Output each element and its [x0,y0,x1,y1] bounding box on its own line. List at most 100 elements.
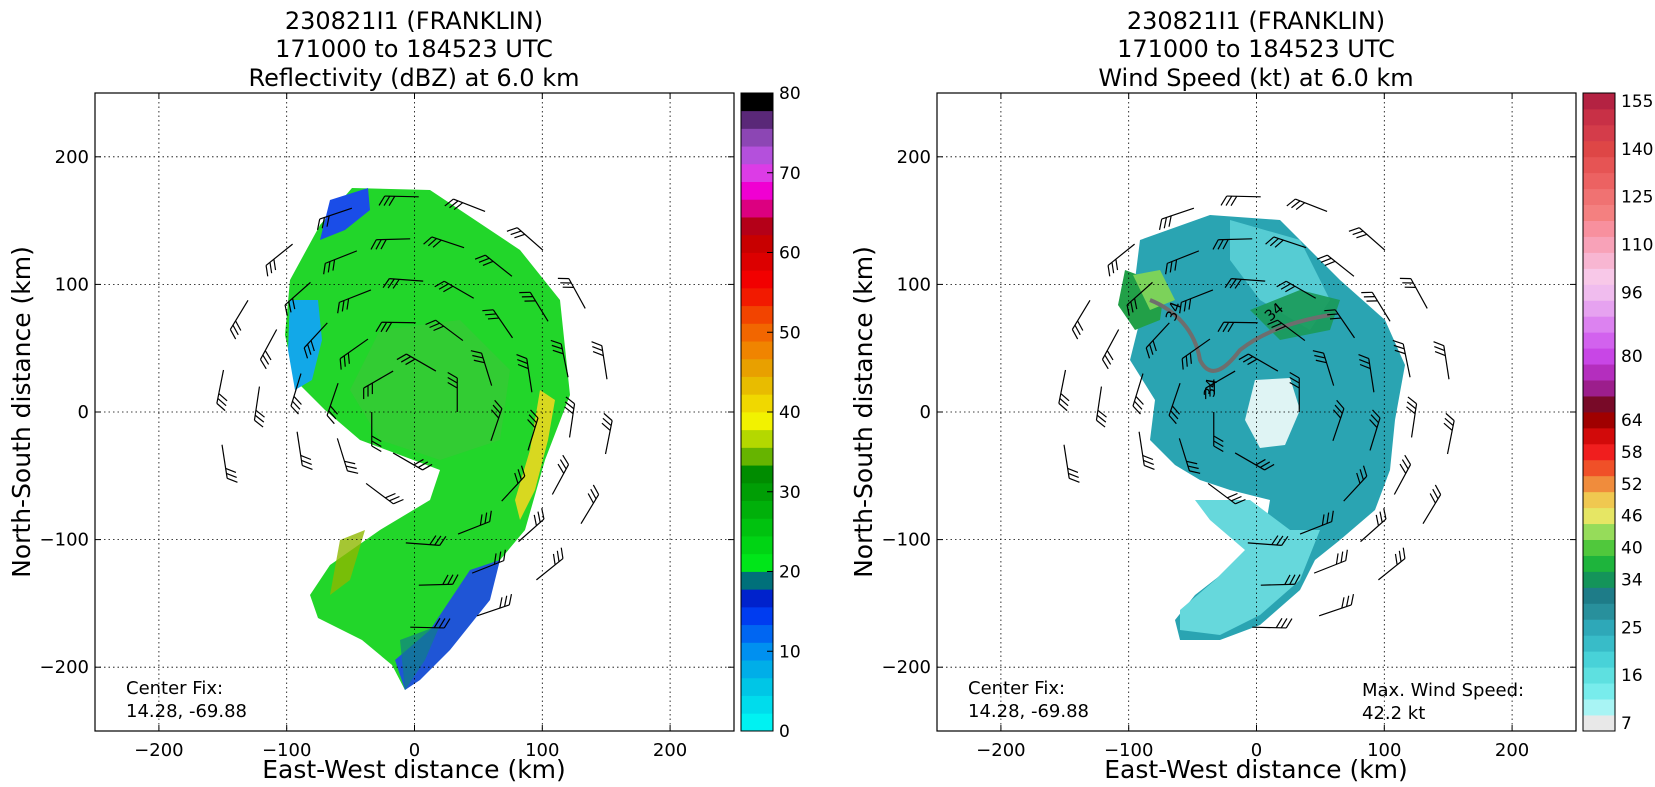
reflectivity-barb-flag [560,547,564,559]
wind-x-tick-label: −200 [976,740,1025,761]
wind-speed-panel: 230821I1 (FRANKLIN) 171000 to 184523 UTC… [849,7,1653,784]
wind-barb-flag [1285,618,1293,629]
reflectivity-barb-flag [290,405,299,415]
wind-barb-flag [1398,550,1402,562]
wind-barb-staff [1218,238,1253,241]
reflectivity-x-tick-label: −200 [134,740,183,761]
reflectivity-barb-flag [293,396,302,405]
reflectivity-barb-staff [529,292,549,322]
wind-barb-flag [1171,405,1181,415]
reflectivity-barb-staff [601,345,608,380]
wind-barb-flag [1345,549,1348,561]
reflectivity-barb-flag [557,463,565,474]
wind-lime-patch [1133,270,1175,310]
wind-barb-flag [1362,465,1368,477]
wind-barb-flag [1163,217,1168,229]
reflectivity-barb-flag [479,514,483,526]
wind-colorbar-bin [1583,715,1615,732]
reflectivity-barb-flag [422,463,433,471]
wind-colorbar-bin [1583,507,1615,525]
reflectivity-barb-flag [337,302,340,314]
wind-barb-flag [1213,435,1224,443]
wind-barb-flag [1341,597,1345,609]
wind-colorbar-bin [1583,332,1615,349]
reflectivity-colorbar-bin [741,695,773,714]
wind-barb-staff [1181,289,1214,303]
wind-barb-flag [1284,574,1291,585]
reflectivity-barb-flag [375,321,383,333]
wind-y-tick-label: 200 [897,147,931,168]
wind-barb-staff [1285,280,1317,299]
reflectivity-barb-staff [580,494,600,524]
reflectivity-barb-flag [565,396,575,405]
reflectivity-barb-staff [365,482,394,505]
wind-colorbar-bin [1583,364,1615,381]
wind-colorbar-bin [1583,93,1615,110]
wind-barb-staff [1299,521,1332,535]
wind-barb-staff [1205,370,1236,389]
reflectivity-barb-flag [533,514,538,526]
reflectivity-barb-flag [494,399,503,409]
reflectivity-barb-flag [429,322,440,329]
wind-colorbar-bin [1583,491,1615,509]
reflectivity-ticks: −200 −100 0 100 200 −200 −100 0 100 200 [40,93,734,761]
wind-colorbar-tick-label: 155 [1621,92,1653,112]
reflectivity-barb-staff [526,358,533,393]
reflectivity-barb-flag [405,358,416,366]
reflectivity-colorbar-bin [741,323,773,342]
wind-barb-flag [1242,356,1254,363]
reflectivity-barb-flag [332,259,336,271]
wind-barb-flag [1077,320,1084,331]
reflectivity-colorbar-tick-label: 10 [779,642,801,662]
reflectivity-barb-flag [506,227,518,232]
reflectivity-olive-band [330,530,365,595]
wind-barb-staff [1360,518,1387,543]
wind-x-tick-label: 0 [1251,740,1262,761]
wind-colorbar-bin [1583,268,1615,285]
reflectivity-barb-flag [226,472,237,478]
wind-barb-flag [1259,461,1271,468]
reflectivity-barb-flag [453,202,464,211]
wind-x-tick-label: −100 [1104,740,1153,761]
wind-barb-flag [1285,285,1296,293]
reflectivity-yellow-band [515,390,555,520]
reflectivity-barb-flag [485,313,497,316]
wind-colorbar-bin [1583,619,1615,636]
reflectivity-barb-flag [255,409,265,418]
wind-barb-flag [1229,278,1237,289]
reflectivity-colorbar-bin [741,642,773,661]
reflectivity-barb-flag [447,381,458,389]
wind-barb-flag [1332,409,1342,419]
wind-barb-flag [1183,300,1187,312]
reflectivity-barb-staff [431,236,465,249]
wind-colorbar-bin [1583,571,1615,588]
reflectivity-colorbar-bin [741,252,773,271]
wind-barb-flag [1224,278,1232,289]
wind-colorbar-tick-label: 7 [1621,714,1632,734]
wind-barb-staff [1326,254,1355,277]
wind-barb-staff [1231,278,1266,282]
wind-barb-flag [1144,464,1155,470]
wind-barb-staff [1313,560,1346,574]
wind-colorbar-tick-label: 25 [1621,618,1643,638]
wind-colorbar-bin [1583,172,1615,190]
reflectivity-barb-flag [265,265,269,277]
reflectivity-barb-flag [541,508,545,520]
wind-barb-flag [1370,414,1379,424]
wind-colorbar-bin [1583,523,1615,540]
reflectivity-barb-staff [457,521,490,535]
reflectivity-x-tick-label: 0 [409,740,420,761]
reflectivity-barb-flag [339,358,342,370]
reflectivity-colorbar-bin [741,341,773,360]
wind-colorbar-bin [1583,475,1615,493]
wind-barb-flag [1372,409,1381,419]
reflectivity-center-fix-value: 14.28, -69.88 [126,701,247,722]
reflectivity-barb-flag [472,354,484,359]
reflectivity-colorbar-bin [741,199,773,218]
wind-barb-staff [1101,329,1120,360]
wind-colorbar-bin [1583,412,1615,429]
reflectivity-barb-flag [510,230,522,236]
wind-barb-flag [1145,347,1151,359]
reflectivity-barb-staff [336,438,348,472]
wind-barb-staff [1132,373,1144,407]
